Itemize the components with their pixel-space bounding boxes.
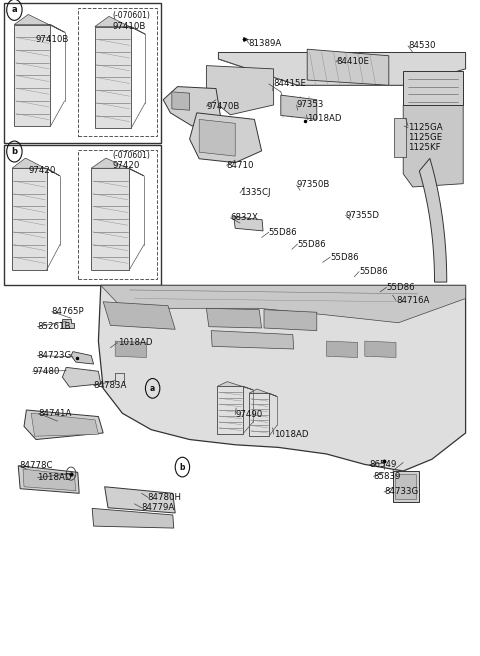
Polygon shape <box>420 158 447 282</box>
Text: (-070601): (-070601) <box>113 11 151 20</box>
Polygon shape <box>172 92 190 110</box>
Polygon shape <box>326 341 358 358</box>
Polygon shape <box>393 471 419 502</box>
Polygon shape <box>98 285 466 471</box>
Polygon shape <box>103 302 175 329</box>
Text: 84783A: 84783A <box>94 381 127 390</box>
Polygon shape <box>199 119 235 156</box>
Text: 55D86: 55D86 <box>269 228 298 237</box>
Text: 85839: 85839 <box>373 472 401 481</box>
Text: 84723G: 84723G <box>37 351 72 360</box>
Polygon shape <box>206 308 262 328</box>
Text: 97350B: 97350B <box>297 180 330 190</box>
Bar <box>91 168 129 270</box>
Text: 55D86: 55D86 <box>330 253 359 262</box>
Polygon shape <box>31 413 98 436</box>
Text: 84710: 84710 <box>227 161 254 170</box>
Text: 81389A: 81389A <box>249 39 282 48</box>
Text: 84778C: 84778C <box>19 461 53 470</box>
Text: 97420: 97420 <box>113 161 140 170</box>
Polygon shape <box>394 118 406 157</box>
Polygon shape <box>24 410 103 440</box>
Polygon shape <box>218 52 466 85</box>
Polygon shape <box>71 352 94 364</box>
Bar <box>249 393 269 436</box>
Polygon shape <box>14 14 64 32</box>
Text: 84415E: 84415E <box>274 79 307 89</box>
Polygon shape <box>211 331 294 349</box>
Text: 1125GE: 1125GE <box>408 133 442 142</box>
Text: 97410B: 97410B <box>36 35 70 44</box>
Text: a: a <box>150 384 155 393</box>
Polygon shape <box>190 113 262 163</box>
Text: 6832X: 6832X <box>230 213 258 222</box>
Text: 1018AD: 1018AD <box>37 473 72 482</box>
Polygon shape <box>62 319 74 328</box>
Text: b: b <box>12 147 17 156</box>
Bar <box>4 3 161 143</box>
Text: 97355D: 97355D <box>346 211 380 220</box>
Text: 97420: 97420 <box>29 166 56 175</box>
Text: 84741A: 84741A <box>38 409 72 418</box>
Text: 97353: 97353 <box>297 100 324 110</box>
Polygon shape <box>217 382 253 390</box>
Polygon shape <box>365 341 396 358</box>
Polygon shape <box>12 158 60 176</box>
Text: 84779A: 84779A <box>142 503 175 512</box>
Text: 84765P: 84765P <box>52 307 84 316</box>
Text: 97480: 97480 <box>33 367 60 376</box>
Polygon shape <box>105 487 175 513</box>
Polygon shape <box>403 71 463 105</box>
Bar <box>95 26 131 129</box>
Polygon shape <box>163 87 221 126</box>
Polygon shape <box>91 158 144 176</box>
Text: 1018AD: 1018AD <box>307 113 342 123</box>
Polygon shape <box>101 285 466 323</box>
Bar <box>217 386 243 434</box>
Text: 86549: 86549 <box>370 460 397 469</box>
Polygon shape <box>62 367 101 387</box>
Text: 84733G: 84733G <box>384 487 418 497</box>
Text: 55D86: 55D86 <box>298 239 326 249</box>
Polygon shape <box>403 105 463 187</box>
Bar <box>12 168 47 270</box>
Text: 1125KF: 1125KF <box>408 143 441 152</box>
Text: (-070601): (-070601) <box>113 151 151 160</box>
Text: 84530: 84530 <box>408 41 435 51</box>
Polygon shape <box>23 469 76 491</box>
Polygon shape <box>92 508 174 528</box>
Bar <box>4 145 161 285</box>
Polygon shape <box>115 341 146 358</box>
Text: 1018AD: 1018AD <box>118 338 152 347</box>
Text: 97470B: 97470B <box>206 102 240 111</box>
Polygon shape <box>18 466 79 493</box>
Text: 97490: 97490 <box>235 410 263 419</box>
Text: 84780H: 84780H <box>148 493 182 502</box>
Polygon shape <box>264 310 317 331</box>
Polygon shape <box>249 389 277 396</box>
Text: b: b <box>180 462 185 472</box>
Bar <box>78 8 157 136</box>
Polygon shape <box>95 16 145 34</box>
Text: 55D86: 55D86 <box>386 283 415 292</box>
Text: 85261B: 85261B <box>37 322 71 331</box>
Text: 97410B: 97410B <box>113 22 146 31</box>
Polygon shape <box>206 66 274 115</box>
Polygon shape <box>281 95 317 119</box>
Text: a: a <box>12 5 17 14</box>
Bar <box>14 24 50 126</box>
Text: 1018AD: 1018AD <box>274 430 308 439</box>
Polygon shape <box>307 49 389 85</box>
Polygon shape <box>234 216 263 231</box>
Text: 1335CJ: 1335CJ <box>240 188 271 197</box>
Text: 1125GA: 1125GA <box>408 123 443 133</box>
Bar <box>78 150 157 279</box>
Text: 55D86: 55D86 <box>359 267 388 276</box>
Text: 84410E: 84410E <box>336 57 369 66</box>
Text: 84716A: 84716A <box>396 296 430 305</box>
Polygon shape <box>395 474 416 499</box>
